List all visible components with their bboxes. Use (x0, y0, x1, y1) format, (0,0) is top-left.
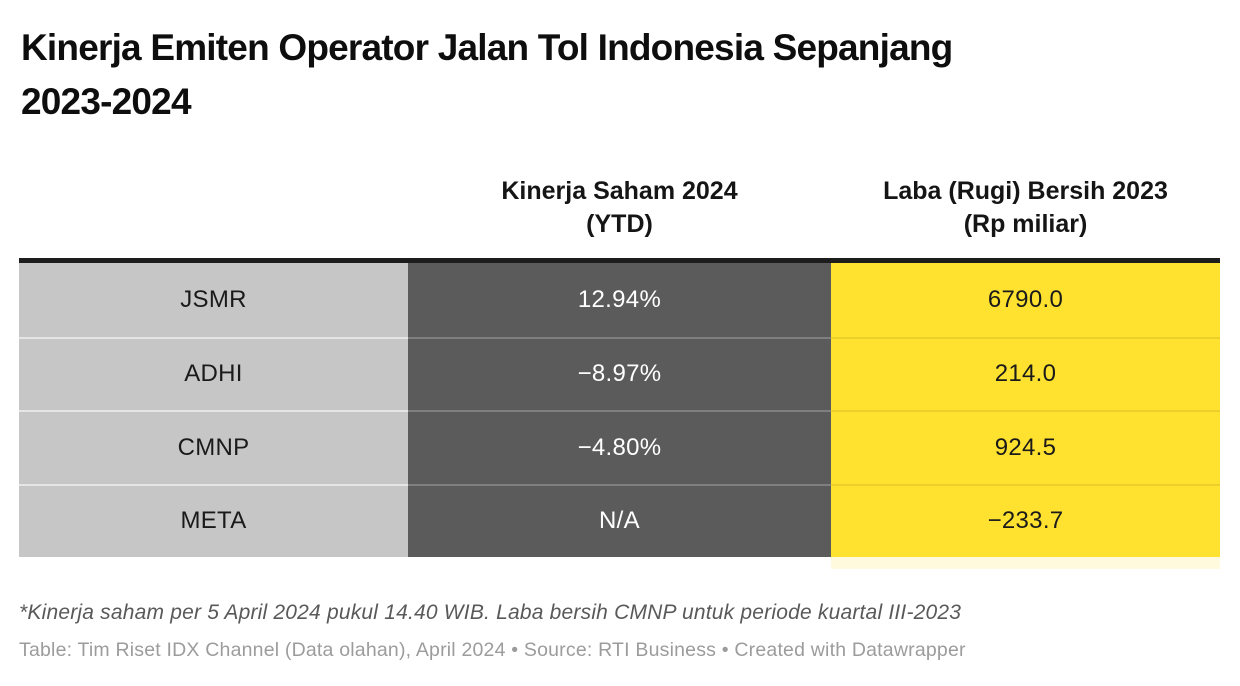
column-header-kinerja-saham: Kinerja Saham 2024 (YTD) (501, 177, 738, 238)
page: Kinerja Emiten Operator Jalan Tol Indone… (0, 21, 1240, 686)
table-row-cmnp: CMNP −4.80% 924.5 (19, 410, 1220, 484)
laba-value-cell: −233.7 (831, 483, 1220, 557)
table-row-jsmr: JSMR 12.94% 6790.0 (19, 263, 1220, 337)
column-header-laba-bersih: Laba (Rugi) Bersih 2023 (Rp miliar) (883, 177, 1168, 238)
page-title: Kinerja Emiten Operator Jalan Tol Indone… (21, 27, 953, 122)
table-top-border (19, 258, 1220, 263)
kinerja-value-cell: −8.97% (408, 336, 831, 410)
table-bottom-strip (19, 557, 1220, 569)
data-table: JSMR 12.94% 6790.0 ADHI −8.97% 214.0 CMN… (19, 263, 1221, 557)
table-row-adhi: ADHI −8.97% 214.0 (19, 336, 1220, 410)
table-header-row: Kinerja Saham 2024 (YTD) Laba (Rugi) Ber… (19, 175, 1220, 258)
ticker-cell: ADHI (19, 336, 408, 410)
kinerja-value-cell: −4.80% (408, 410, 831, 484)
attribution-line: Table: Tim Riset IDX Channel (Data olaha… (19, 639, 966, 661)
ticker-cell: META (19, 483, 408, 557)
laba-column-bottom-glow (831, 557, 1220, 569)
table-row-meta: META N/A −233.7 (19, 483, 1220, 557)
laba-value-cell: 6790.0 (831, 263, 1220, 337)
laba-value-cell: 924.5 (831, 410, 1220, 484)
ticker-cell: CMNP (19, 410, 408, 484)
kinerja-value-cell: N/A (408, 483, 831, 557)
ticker-cell: JSMR (19, 263, 408, 337)
kinerja-value-cell: 12.94% (408, 263, 831, 337)
laba-value-cell: 214.0 (831, 336, 1220, 410)
column-header-ticker (19, 241, 408, 258)
footnote: *Kinerja saham per 5 April 2024 pukul 14… (19, 601, 962, 624)
